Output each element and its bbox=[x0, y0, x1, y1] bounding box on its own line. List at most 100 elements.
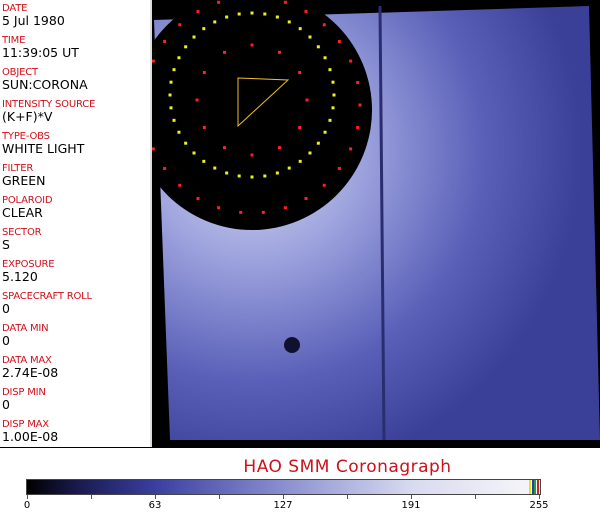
red-grid-dot bbox=[358, 103, 362, 107]
yellow-grid-dot bbox=[275, 15, 279, 19]
red-grid-dot bbox=[304, 9, 308, 13]
field-label: EXPOSURE bbox=[2, 259, 55, 270]
red-grid-dot bbox=[261, 210, 265, 214]
red-grid-dot bbox=[217, 0, 221, 4]
red-grid-dot bbox=[305, 98, 309, 102]
red-grid-dot bbox=[178, 183, 182, 187]
red-grid-dot bbox=[196, 197, 200, 201]
colorbar-tick bbox=[27, 495, 28, 499]
yellow-grid-dot bbox=[287, 166, 291, 170]
yellow-grid-dot bbox=[177, 56, 181, 60]
yellow-grid-dot bbox=[308, 151, 312, 155]
red-grid-dot bbox=[322, 23, 326, 27]
field-label: TIME bbox=[2, 35, 26, 46]
field-value: 0 bbox=[2, 333, 10, 348]
yellow-grid-dot bbox=[323, 130, 327, 134]
field-label: FILTER bbox=[2, 163, 34, 174]
red-grid-dot bbox=[298, 126, 302, 129]
info-field: TIME 11:39:05 UT bbox=[2, 35, 79, 60]
info-field: OBJECT SUN:CORONA bbox=[2, 67, 88, 92]
field-label: OBJECT bbox=[2, 67, 38, 78]
field-label: DATE bbox=[2, 3, 28, 14]
yellow-grid-dot bbox=[328, 68, 332, 72]
yellow-grid-dot bbox=[328, 118, 332, 122]
field-value: 1.00E-08 bbox=[2, 429, 59, 444]
field-label: DATA MIN bbox=[2, 323, 49, 334]
field-value: S bbox=[2, 237, 10, 252]
red-grid-dot bbox=[202, 71, 206, 74]
colorbar-swatch bbox=[534, 480, 536, 494]
colorbar-swatch bbox=[529, 480, 531, 494]
yellow-grid-dot bbox=[202, 27, 206, 31]
colorbar-tick bbox=[219, 495, 220, 499]
red-grid-dot bbox=[163, 166, 167, 170]
colorbar-panel: HAO SMM Coronagraph 0 63 127 191 255 bbox=[0, 448, 600, 512]
red-grid-dot bbox=[239, 210, 243, 214]
info-field: INTENSITY SOURCE (K+F)*V bbox=[2, 99, 95, 124]
field-value: 0 bbox=[2, 301, 10, 316]
field-value: WHITE LIGHT bbox=[2, 141, 85, 156]
colorbar-tick bbox=[155, 495, 156, 499]
colorbar-tick-label: 127 bbox=[273, 500, 293, 511]
yellow-grid-dot bbox=[331, 80, 335, 84]
occulter-pylon bbox=[378, 5, 386, 441]
red-grid-dot bbox=[304, 197, 308, 201]
yellow-grid-dot bbox=[275, 171, 279, 175]
field-label: POLAROID bbox=[2, 195, 53, 206]
field-label: DISP MIN bbox=[2, 387, 46, 398]
info-field: DATA MAX 2.74E-08 bbox=[2, 355, 58, 380]
yellow-grid-dot bbox=[213, 166, 217, 170]
occulting-disk bbox=[152, 0, 372, 230]
colorbar-swatch bbox=[536, 480, 539, 494]
yellow-grid-dot bbox=[250, 11, 254, 15]
colorbar-tick-label: 191 bbox=[401, 500, 421, 511]
red-grid-dot bbox=[283, 206, 287, 210]
yellow-grid-dot bbox=[169, 106, 173, 110]
red-grid-dot bbox=[163, 40, 167, 44]
red-grid-dot bbox=[223, 146, 226, 150]
colorbar-tick bbox=[411, 495, 412, 499]
colorbar-tick bbox=[283, 495, 284, 499]
yellow-grid-dot bbox=[202, 159, 206, 163]
yellow-grid-dot bbox=[287, 20, 291, 24]
sun-marker-triangle bbox=[237, 77, 290, 128]
red-grid-dot bbox=[250, 153, 254, 157]
yellow-grid-dot bbox=[192, 35, 196, 39]
yellow-grid-dot bbox=[225, 171, 229, 175]
field-value: 5.120 bbox=[2, 269, 38, 284]
field-label: TYPE-OBS bbox=[2, 131, 50, 142]
red-grid-dot bbox=[278, 50, 281, 54]
yellow-grid-dot bbox=[172, 68, 176, 72]
red-grid-dot bbox=[283, 0, 287, 4]
colorbar-tick bbox=[475, 495, 476, 499]
info-field: SPACECRAFT ROLL 0 bbox=[2, 291, 92, 316]
yellow-grid-dot bbox=[316, 45, 320, 49]
yellow-grid-dot bbox=[250, 175, 254, 179]
field-label: SECTOR bbox=[2, 227, 42, 238]
red-grid-dot bbox=[152, 147, 155, 151]
red-grid-dot bbox=[202, 126, 206, 129]
red-grid-dot bbox=[322, 183, 326, 187]
yellow-grid-dot bbox=[298, 159, 302, 163]
yellow-grid-dot bbox=[168, 93, 172, 97]
colorbar-tick-label: 63 bbox=[148, 500, 162, 511]
field-value: CLEAR bbox=[2, 205, 43, 220]
yellow-grid-dot bbox=[169, 80, 173, 84]
red-grid-dot bbox=[178, 23, 182, 27]
field-value: (K+F)*V bbox=[2, 109, 53, 124]
red-grid-dot bbox=[349, 59, 353, 63]
red-grid-dot bbox=[196, 9, 200, 13]
field-label: INTENSITY SOURCE bbox=[2, 99, 96, 110]
colorbar-tick-label: 255 bbox=[529, 500, 549, 511]
field-value: 2.74E-08 bbox=[2, 365, 59, 380]
yellow-grid-dot bbox=[192, 151, 196, 155]
field-label: DISP MAX bbox=[2, 419, 49, 430]
info-field: EXPOSURE 5.120 bbox=[2, 259, 55, 284]
coronagraph-image bbox=[152, 0, 600, 441]
info-field: DISP MAX 1.00E-08 bbox=[2, 419, 58, 444]
red-grid-dot bbox=[349, 147, 353, 151]
info-field: DATA MIN 0 bbox=[2, 323, 49, 348]
yellow-grid-dot bbox=[184, 45, 188, 49]
red-grid-dot bbox=[298, 71, 302, 74]
red-grid-dot bbox=[337, 166, 341, 170]
